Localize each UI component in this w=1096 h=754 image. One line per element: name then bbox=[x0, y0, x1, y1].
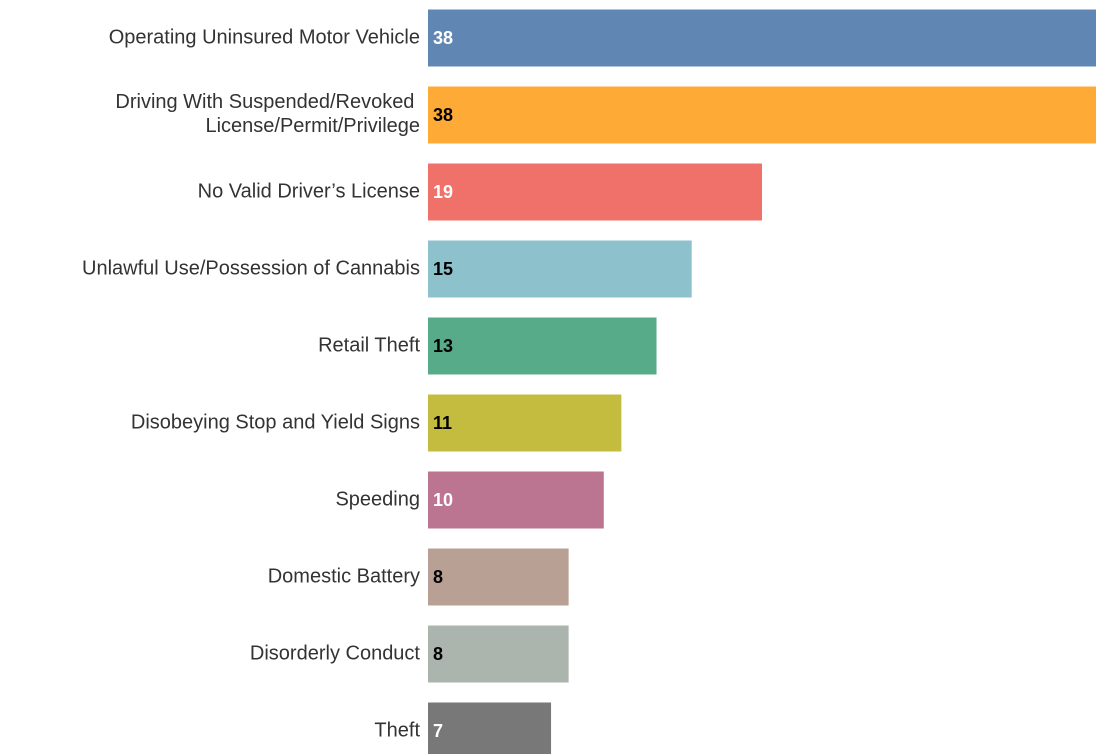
value-label: 8 bbox=[433, 644, 443, 664]
category-label: No Valid Driver’s License bbox=[198, 180, 420, 202]
value-label: 13 bbox=[433, 336, 453, 356]
value-label: 11 bbox=[433, 413, 452, 433]
bar bbox=[428, 625, 569, 683]
value-label: 15 bbox=[433, 259, 453, 279]
value-label: 19 bbox=[433, 182, 453, 202]
category-label: Operating Uninsured Motor Vehicle bbox=[109, 26, 420, 48]
bar bbox=[428, 163, 762, 221]
category-label: Disobeying Stop and Yield Signs bbox=[131, 411, 420, 433]
category-label: Domestic Battery bbox=[268, 565, 420, 587]
bar bbox=[428, 317, 657, 375]
value-label: 8 bbox=[433, 567, 443, 587]
bar bbox=[428, 9, 1096, 67]
bar bbox=[428, 394, 622, 452]
bar bbox=[428, 471, 604, 529]
bar bbox=[428, 548, 569, 606]
category-label: Unlawful Use/Possession of Cannabis bbox=[82, 257, 420, 279]
value-label: 38 bbox=[433, 28, 453, 48]
bar bbox=[428, 240, 692, 298]
value-label: 10 bbox=[433, 490, 453, 510]
value-label: 38 bbox=[433, 105, 453, 125]
category-label: Driving With Suspended/Revoked License/P… bbox=[115, 91, 420, 137]
category-label: Speeding bbox=[335, 488, 420, 510]
category-label: Disorderly Conduct bbox=[250, 642, 421, 664]
bar bbox=[428, 702, 552, 754]
bar bbox=[428, 86, 1096, 144]
value-label: 7 bbox=[433, 721, 443, 741]
category-label: Theft bbox=[374, 719, 420, 741]
category-label: Retail Theft bbox=[318, 334, 420, 356]
